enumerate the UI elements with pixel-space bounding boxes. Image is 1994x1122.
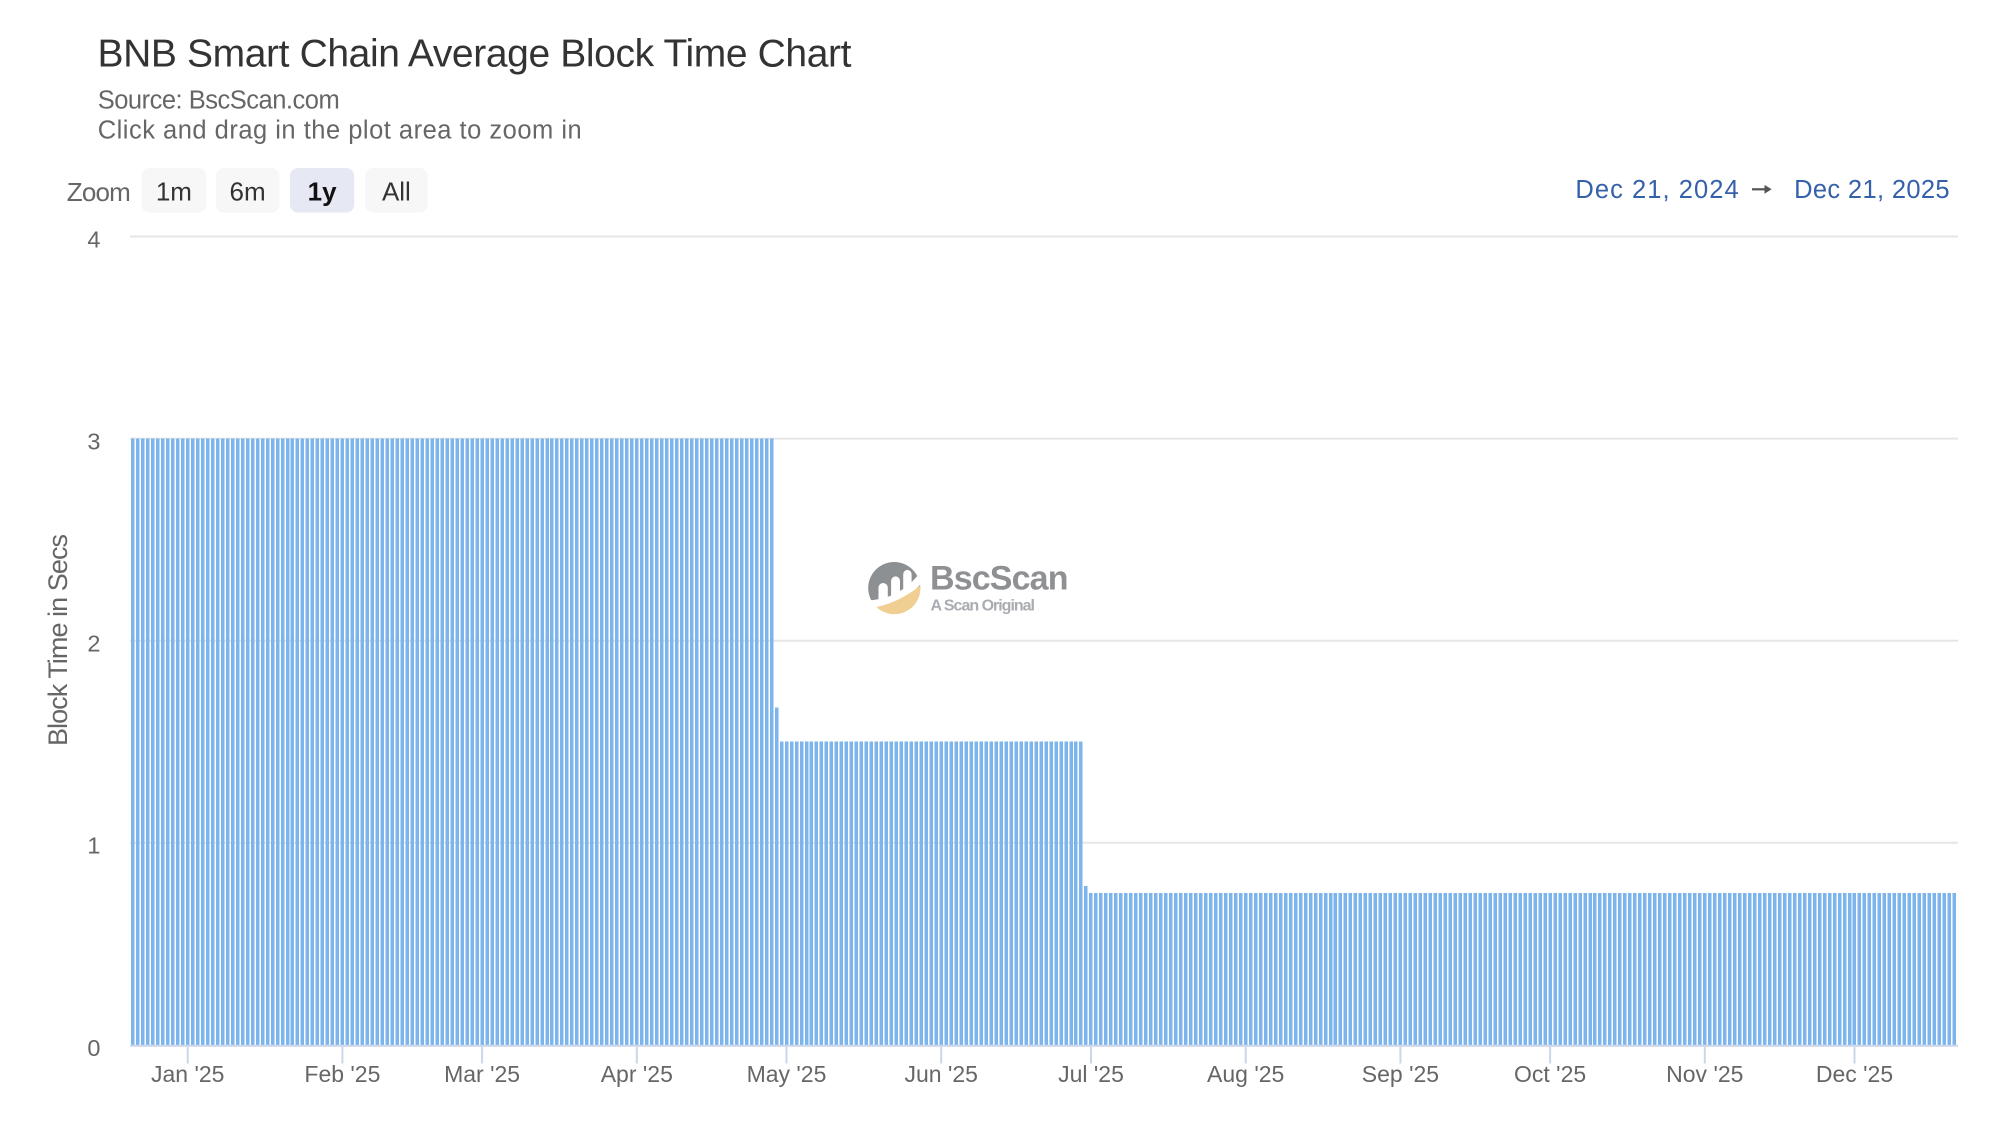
svg-text:Click and drag in the plot are: Click and drag in the plot area to zoom … (98, 117, 582, 145)
svg-text:Feb '25: Feb '25 (304, 1061, 380, 1087)
svg-text:Apr '25: Apr '25 (601, 1061, 673, 1087)
svg-text:1m: 1m (156, 176, 192, 206)
svg-text:Dec 21, 2024: Dec 21, 2024 (1575, 176, 1738, 204)
svg-text:May '25: May '25 (747, 1061, 827, 1087)
svg-text:Source: BscScan.com: Source: BscScan.com (98, 86, 340, 114)
svg-text:All: All (382, 176, 411, 206)
svg-text:4: 4 (87, 227, 100, 253)
svg-text:Dec 21, 2025: Dec 21, 2025 (1794, 176, 1950, 204)
svg-text:0: 0 (87, 1035, 100, 1061)
svg-text:Oct '25: Oct '25 (1514, 1061, 1586, 1087)
svg-text:3: 3 (87, 429, 100, 455)
svg-text:Sep '25: Sep '25 (1362, 1061, 1439, 1087)
svg-text:Block Time in Secs: Block Time in Secs (43, 534, 73, 746)
svg-text:BNB Smart Chain Average Block: BNB Smart Chain Average Block Time Chart (98, 33, 852, 76)
svg-text:Jul '25: Jul '25 (1058, 1061, 1124, 1087)
svg-text:A Scan Original: A Scan Original (931, 598, 1036, 615)
svg-text:Mar '25: Mar '25 (444, 1061, 520, 1087)
svg-text:Dec '25: Dec '25 (1816, 1061, 1893, 1087)
svg-text:Aug '25: Aug '25 (1207, 1061, 1284, 1087)
svg-text:Jun '25: Jun '25 (904, 1061, 977, 1087)
svg-text:1: 1 (87, 833, 100, 859)
svg-text:1y: 1y (308, 176, 337, 206)
svg-text:BscScan: BscScan (930, 560, 1069, 598)
svg-text:Jan '25: Jan '25 (151, 1061, 224, 1087)
svg-text:Nov '25: Nov '25 (1666, 1061, 1743, 1087)
svg-text:2: 2 (87, 631, 100, 657)
svg-text:Zoom: Zoom (67, 177, 131, 207)
svg-text:6m: 6m (230, 176, 266, 206)
